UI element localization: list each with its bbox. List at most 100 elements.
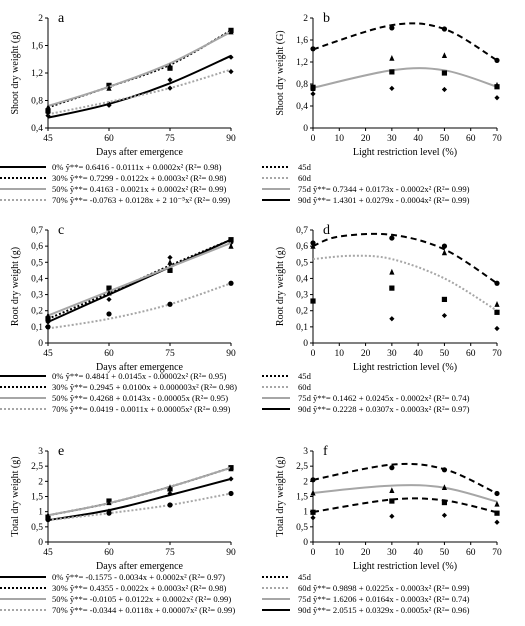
data-point-50% [228, 465, 234, 472]
panel-e: 0 0,5 1 1,5 2 2,5 3 45 60 75 90 Days after emergenc… [0, 444, 236, 615]
data-point-75d [389, 268, 395, 275]
panel-letter: d [323, 223, 330, 238]
data-point-90d [310, 477, 316, 483]
x-tick-label: 90 [226, 134, 236, 144]
y-tick-label: 0,4 [31, 124, 43, 134]
data-point-45d [389, 316, 395, 322]
x-tick-label: 30 [387, 349, 397, 359]
y-tick-label: 2 [303, 477, 308, 487]
data-point-45d [310, 515, 316, 521]
legend-label: 50% ŷ**= 0.4268 + 0.0143x - 0.00005x (R²… [52, 393, 228, 403]
series-line-70% [47, 282, 232, 330]
panel-c: 0 0,1 0,2 0,3 0,4 0,5 0,6 0,7 45 60 75 90 Days after… [0, 223, 237, 414]
y-tick-label: 2 [303, 14, 308, 24]
data-point-45d [389, 513, 395, 519]
series-line-0% [47, 54, 232, 119]
y-axis-label: Total dry weight (g) [275, 456, 286, 536]
y-tick-label: 0 [38, 538, 43, 548]
data-point-45d [494, 325, 500, 332]
data-point-45d [441, 312, 448, 319]
data-point-75d [441, 249, 448, 256]
series-line-50% [47, 241, 232, 317]
data-point-90d [389, 465, 395, 471]
y-tick-label: 0,4 [31, 274, 43, 284]
legend-label: 60d ŷ**= 0.9898 + 0.0225x - 0.0003x² (R²… [298, 583, 470, 593]
data-point-50% [106, 499, 112, 506]
y-tick-label: 0 [38, 339, 43, 349]
data-point-0% [106, 296, 112, 303]
y-tick-label: 1 [303, 508, 308, 518]
x-tick-label: 45 [43, 134, 53, 144]
legend-label: 60d [298, 382, 312, 392]
y-tick-label: 0,7 [296, 226, 308, 236]
x-tick-label: 60 [104, 349, 114, 359]
x-tick-label: 40 [413, 548, 423, 558]
data-point-75d [389, 487, 395, 494]
data-point-0% [167, 77, 173, 83]
data-point-90d [310, 240, 316, 246]
data-point-50% [106, 289, 112, 296]
y-tick-label: 2,5 [31, 462, 43, 472]
x-tick-label: 70 [492, 349, 502, 359]
data-point-90d [310, 46, 316, 52]
y-tick-label: 0,4 [296, 274, 308, 284]
data-point-60d [310, 85, 316, 91]
x-tick-label: 10 [335, 548, 345, 558]
legend-label: 0% ŷ**= 0.4841 + 0.0145x - 0.00002x² (R²… [52, 371, 227, 381]
series-line-30% [47, 238, 232, 320]
data-point-50% [45, 512, 51, 518]
data-point-50% [45, 312, 51, 319]
series-line-70% [47, 68, 232, 116]
x-tick-label: 30 [387, 134, 397, 144]
x-tick-label: 0 [311, 134, 316, 144]
y-tick-label: 1,2 [296, 58, 308, 68]
legend-label: 30% ŷ**= 0.2945 + 0.0100x + 0.000003x² (… [52, 382, 237, 392]
series-line-30% [47, 466, 232, 517]
data-point-50% [228, 242, 234, 249]
y-tick-label: 3 [38, 447, 43, 457]
data-point-50% [106, 84, 112, 91]
y-tick-label: 1,5 [296, 493, 308, 503]
data-point-30% [167, 267, 173, 273]
data-point-75d [310, 489, 316, 496]
series-line-90d [312, 22, 498, 62]
series-line-50% [47, 466, 232, 517]
y-tick-label: 0,8 [296, 80, 308, 90]
x-axis-label: Light restriction level (%) [353, 561, 457, 572]
x-tick-label: 90 [226, 349, 236, 359]
legend-label: 45d [298, 162, 312, 172]
y-tick-label: 0,1 [31, 323, 43, 333]
y-tick-label: 1 [38, 508, 43, 518]
data-point-0% [167, 490, 173, 497]
data-point-60d [441, 52, 448, 58]
data-point-75d [494, 301, 500, 307]
data-point-75d [441, 484, 448, 490]
data-point-90d [389, 25, 395, 31]
data-point-30% [106, 285, 112, 291]
x-tick-label: 10 [335, 134, 345, 144]
data-point-75d [441, 70, 448, 76]
data-point-70% [167, 502, 173, 508]
data-point-70% [228, 69, 234, 75]
panel-a: 0,4 0,8 1,2 1,6 2 45 60 75 90 Days after emergenc… [0, 11, 236, 205]
x-tick-label: 75 [165, 548, 175, 558]
series-line-75d [312, 484, 498, 503]
x-tick-label: 20 [361, 134, 371, 144]
panel-d: 0 0,1 0,2 0,3 0,4 0,5 0,6 0,7 0 10 20 30 40 50 60 70 Lig… [262, 223, 502, 414]
series-line-60d [312, 497, 498, 514]
data-point-90d [494, 57, 500, 63]
data-point-60d [389, 54, 395, 61]
series-line-0% [47, 477, 232, 522]
data-point-70% [45, 324, 51, 330]
x-tick-label: 45 [43, 548, 53, 558]
data-point-50% [167, 259, 173, 265]
legend-label: 30% ŷ**= 0.4355 - 0.0022x + 0.0003x² (R²… [52, 583, 227, 593]
data-point-45d [441, 512, 448, 518]
data-point-0% [228, 476, 234, 482]
y-tick-label: 0 [303, 339, 308, 349]
data-point-70% [228, 280, 234, 286]
panel-letter: a [58, 11, 65, 26]
legend-label: 70% ŷ**= 0.0419 - 0.0011x + 0.00005x² (R… [52, 404, 230, 414]
